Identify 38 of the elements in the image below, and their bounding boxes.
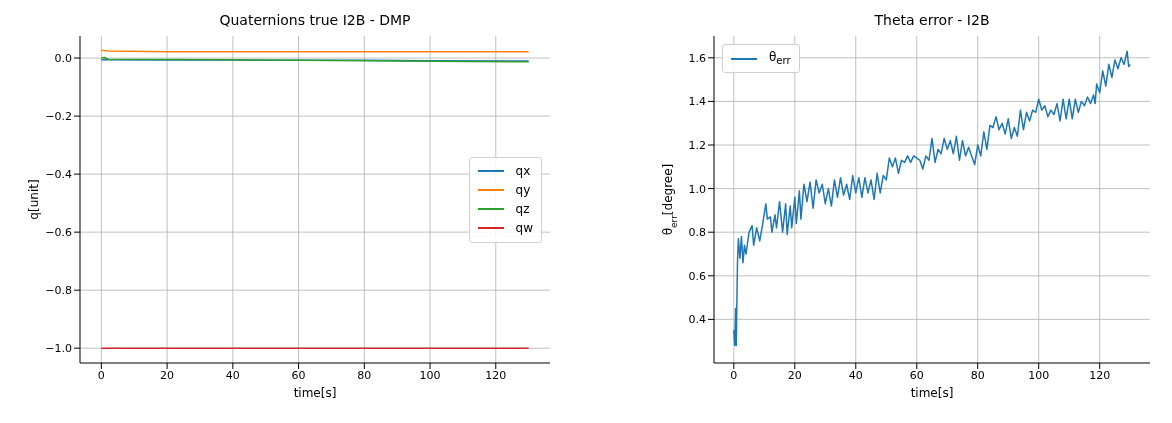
y-tick-label: 1.2 — [688, 138, 706, 152]
y-tick-label: 0.4 — [688, 313, 706, 327]
x-tick-label: 60 — [291, 368, 306, 382]
x-tick-label: 80 — [970, 368, 985, 382]
x-tick-label: 120 — [1089, 368, 1111, 382]
y-tick-label: 0.8 — [688, 226, 706, 240]
legend-label: θ$_{err}$ — [769, 50, 791, 67]
x-tick-label: 20 — [787, 368, 802, 382]
y-tick-label: 0.6 — [688, 269, 706, 283]
legend-label: qy — [515, 183, 531, 197]
legend-label: qw — [515, 221, 533, 235]
y-tick-label: 1.6 — [688, 51, 706, 65]
x-tick-label: 100 — [419, 368, 441, 382]
x-axis-title: time[s] — [910, 386, 954, 400]
y-tick-label: −0.6 — [45, 226, 72, 240]
y-tick-label: −0.8 — [45, 284, 72, 298]
y-tick-label: 0.0 — [54, 51, 72, 65]
x-tick-label: 0 — [730, 368, 738, 382]
x-tick-label: 120 — [485, 368, 507, 382]
x-tick-label: 80 — [357, 368, 372, 382]
y-tick-label: 1.0 — [688, 182, 706, 196]
y-tick-label: −0.4 — [45, 168, 72, 182]
y-axis-title: q[unit] — [27, 179, 41, 220]
x-tick-label: 20 — [160, 368, 175, 382]
legend-label: qz — [515, 202, 530, 216]
x-tick-label: 100 — [1028, 368, 1050, 382]
x-tick-label: 40 — [225, 368, 240, 382]
y-tick-label: −1.0 — [45, 342, 72, 356]
x-tick-label: 60 — [909, 368, 924, 382]
line-series — [733, 50, 1131, 347]
y-tick-label: 1.4 — [688, 95, 706, 109]
chart-title: Theta error - I2B — [873, 12, 991, 28]
chart-title: Quaternions true I2B - DMP — [218, 12, 412, 28]
legend-label: qx — [515, 164, 531, 178]
x-tick-label: 40 — [848, 368, 863, 382]
x-tick-label: 0 — [97, 368, 105, 382]
y-tick-label: −0.2 — [45, 109, 72, 123]
x-axis-title: time[s] — [293, 386, 337, 400]
